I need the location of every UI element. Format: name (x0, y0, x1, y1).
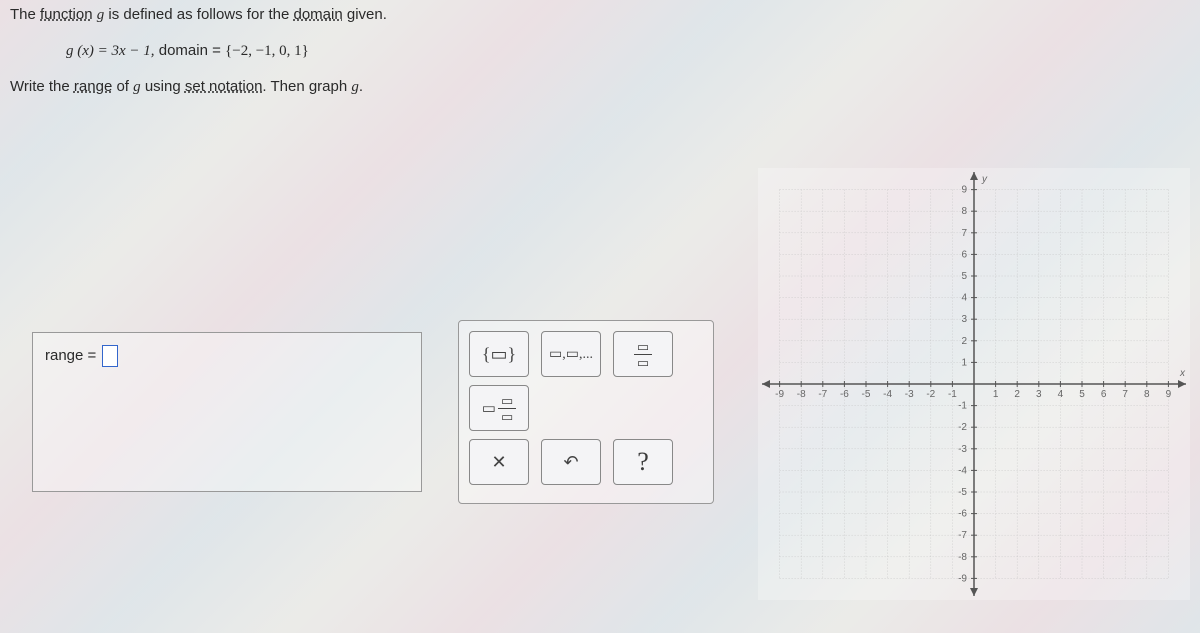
clear-button[interactable]: ✕ (469, 439, 529, 485)
frac-top: ▭ (498, 394, 516, 409)
svg-text:4: 4 (1058, 389, 1064, 400)
range-label: range = (45, 347, 100, 364)
txt: of (112, 78, 133, 95)
svg-text:3: 3 (1036, 389, 1042, 400)
txt: is defined as follows for the (104, 6, 293, 23)
svg-text:-6: -6 (958, 509, 967, 520)
range-input[interactable] (102, 345, 118, 367)
frac-top: ▭ (634, 340, 652, 355)
svg-text:-3: -3 (958, 444, 967, 455)
svg-text:x: x (1179, 368, 1186, 379)
tool-panel: {▭} ▭,▭,... ▭ ▭ ▭ ▭ ▭ ✕ ↶ ? (458, 320, 714, 504)
svg-text:8: 8 (1144, 389, 1150, 400)
svg-text:-3: -3 (905, 389, 914, 400)
txt: given. (343, 6, 387, 23)
svg-text:-8: -8 (958, 552, 967, 563)
svg-text:-1: -1 (948, 389, 957, 400)
tool-mixed-fraction[interactable]: ▭ ▭ ▭ (469, 385, 529, 431)
svg-text:-5: -5 (958, 487, 967, 498)
var-g: g (133, 79, 141, 95)
svg-text:9: 9 (1166, 389, 1172, 400)
svg-text:-2: -2 (926, 389, 935, 400)
svg-text:-4: -4 (883, 389, 892, 400)
frac-bot: ▭ (501, 409, 513, 423)
txt: using (141, 78, 185, 95)
mixed-left: ▭ (482, 399, 496, 418)
term-range[interactable]: range (74, 78, 112, 95)
svg-text:1: 1 (993, 389, 999, 400)
svg-text:-5: -5 (862, 389, 871, 400)
tool-set-braces[interactable]: {▭} (469, 331, 529, 377)
frac-bot: ▭ (637, 355, 649, 369)
svg-text:7: 7 (961, 228, 967, 239)
line-2: g (x) = 3x − 1, domain = {−2, −1, 0, 1} (66, 42, 1190, 60)
svg-text:-6: -6 (840, 389, 849, 400)
question-text: The function g is defined as follows for… (0, 0, 1200, 142)
svg-text:-1: -1 (958, 401, 967, 412)
svg-text:-8: -8 (797, 389, 806, 400)
svg-text:3: 3 (961, 314, 967, 325)
svg-text:8: 8 (961, 206, 967, 217)
answer-panel: range = (32, 332, 422, 492)
svg-text:4: 4 (961, 293, 967, 304)
svg-text:-9: -9 (958, 573, 967, 584)
svg-text:5: 5 (1079, 389, 1085, 400)
svg-text:6: 6 (961, 249, 967, 260)
svg-text:-7: -7 (958, 530, 967, 541)
undo-button[interactable]: ↶ (541, 439, 601, 485)
svg-text:7: 7 (1122, 389, 1128, 400)
term-domain[interactable]: domain (294, 6, 343, 23)
var-g: g (351, 79, 359, 95)
svg-text:6: 6 (1101, 389, 1107, 400)
domain-set: {−2, −1, 0, 1} (225, 43, 309, 59)
term-function[interactable]: function (40, 6, 93, 23)
svg-text:9: 9 (961, 185, 967, 196)
svg-text:y: y (981, 174, 988, 185)
function-def: g (x) = 3x − 1, (66, 43, 155, 59)
txt: Write the (10, 78, 74, 95)
txt: . (359, 78, 363, 95)
svg-text:-4: -4 (958, 465, 967, 476)
help-button[interactable]: ? (613, 439, 673, 485)
txt: The (10, 6, 40, 23)
svg-text:5: 5 (961, 271, 967, 282)
tool-fraction-small[interactable]: ▭ ▭ (613, 331, 673, 377)
svg-text:2: 2 (1014, 389, 1020, 400)
tool-list[interactable]: ▭,▭,... (541, 331, 601, 377)
svg-text:-7: -7 (818, 389, 827, 400)
svg-text:2: 2 (961, 336, 967, 347)
svg-text:1: 1 (961, 357, 967, 368)
line-3: Write the range of g using set notation.… (10, 78, 1190, 96)
svg-text:-2: -2 (958, 422, 967, 433)
svg-text:-9: -9 (775, 389, 784, 400)
coordinate-grid[interactable]: -9 -8 -7 -6 -5 -4 -3 -2 -1 1 2 3 4 5 6 7 8 9 -9 -8 -7 -6 -5 -4 -… (758, 168, 1190, 600)
line-1: The function g is defined as follows for… (10, 6, 1190, 24)
term-set-notation[interactable]: set notation (185, 78, 263, 95)
domain-label: domain = (159, 42, 225, 59)
txt: . Then graph (262, 78, 351, 95)
